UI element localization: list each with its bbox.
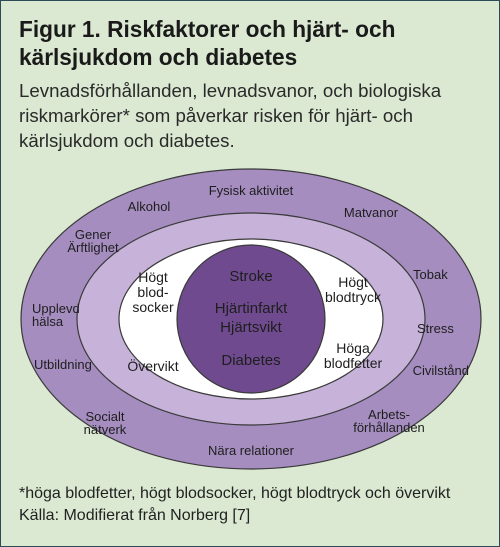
label-core: Diabetes <box>221 352 280 369</box>
footnote-line-2: Källa: Modifierat från Norberg [7] <box>19 505 481 527</box>
figure-footnote: *höga blodfetter, högt blodsocker, högt … <box>1 479 499 538</box>
label-middle: Fysisk aktivitet <box>209 183 294 198</box>
label-middle: Alkohol <box>128 199 171 214</box>
label-outer: Socialtnätverk <box>84 409 127 437</box>
label-middle: Matvanor <box>344 205 399 220</box>
figure-container: Figur 1. Riskfaktorer och hjärt- och kär… <box>0 0 500 547</box>
figure-title: Figur 1. Riskfaktorer och hjärt- och kär… <box>19 15 481 72</box>
figure-header: Figur 1. Riskfaktorer och hjärt- och kär… <box>1 1 499 159</box>
label-middle: Stress <box>417 321 454 336</box>
nested-ellipse-diagram: Stroke Hjärtinfarkt Hjärtsvikt Diabetes Högt… <box>1 159 500 479</box>
figure-subtitle: Levnadsförhållanden, levnadsvanor, och b… <box>19 78 481 154</box>
diagram-area: Stroke Hjärtinfarkt Hjärtsvikt Diabetes Högt… <box>1 159 499 479</box>
label-outer: Nära relationer <box>208 443 295 458</box>
label-outer: Civilstånd <box>413 363 469 378</box>
footnote-line-1: *höga blodfetter, högt blodsocker, högt … <box>19 483 481 505</box>
label-middle: Tobak <box>413 267 448 282</box>
label-outer: Utbildning <box>34 357 92 372</box>
label-core: Hjärtinfarkt <box>215 300 288 317</box>
label-inner: Högtblod-socker <box>132 269 174 315</box>
label-core: Hjärtsvikt <box>220 319 283 336</box>
label-inner: Övervikt <box>127 357 178 374</box>
label-core: Stroke <box>229 268 272 285</box>
